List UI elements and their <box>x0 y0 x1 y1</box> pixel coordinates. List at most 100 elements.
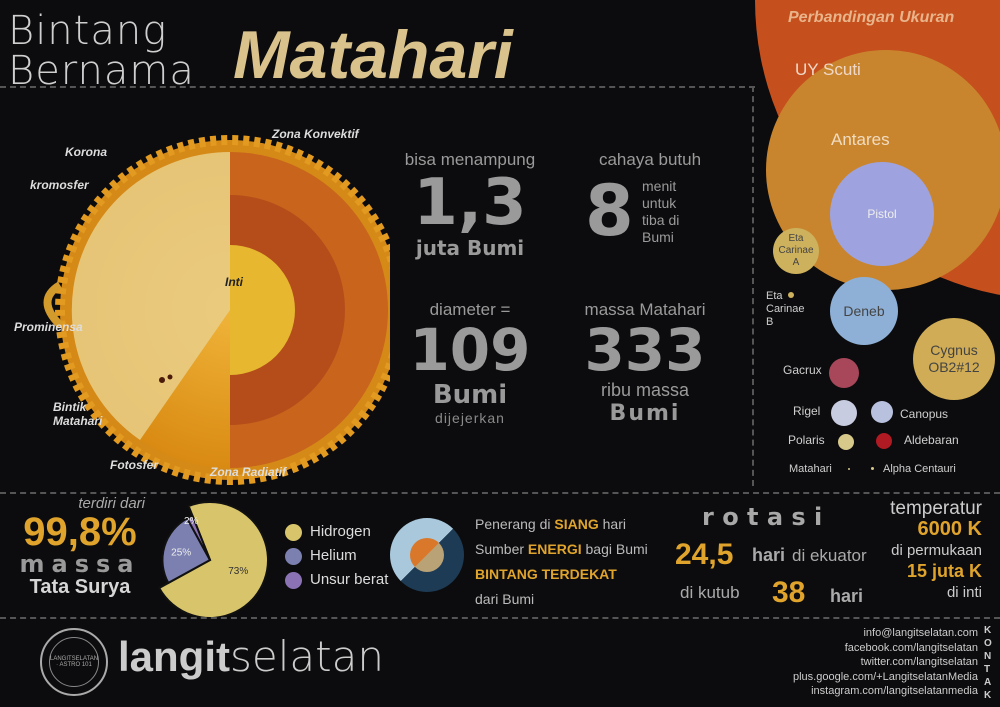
page-title: Bintang Bernama Matahari <box>8 8 608 94</box>
sun-day-night-icon <box>390 518 464 592</box>
label-zona-radiatif: Zona Radiatif <box>210 465 287 479</box>
stat-capacity: bisa menampung 1,3 juta Bumi <box>400 150 540 260</box>
pie-label: 25% <box>171 548 191 559</box>
label-kromosfer: kromosfer <box>30 178 89 192</box>
label-fotosfer: Fotosfer <box>110 458 158 472</box>
star-gacrux <box>829 358 859 388</box>
rotation-title: r o t a s i <box>702 503 823 531</box>
star-uy-scuti-label: UY Scuti <box>795 60 861 79</box>
stat-post: ribu massa <box>600 380 690 400</box>
star-deneb: Deneb <box>830 277 898 345</box>
kontak-label: KONTAK <box>984 625 992 701</box>
title-line1: Bintang <box>8 8 168 54</box>
facts-list: Penerang di SIANG hari Sumber ENERGI bag… <box>475 512 648 612</box>
legend-label: Hidrogen <box>310 523 371 540</box>
star-rigel <box>831 400 857 426</box>
rotation-equator-unit: hari <box>752 545 786 565</box>
sun-diagram: Inti <box>30 135 405 485</box>
label-bintik: Bintik Matahari <box>53 400 103 428</box>
contact-instagram[interactable]: instagram.com/langitselatanmedia <box>811 685 978 697</box>
star-aldebaran <box>876 433 892 449</box>
prominence <box>43 281 63 328</box>
star-eta-carinae-b-label: Eta Carinae B <box>766 290 805 328</box>
label-inti: Inti <box>225 275 243 289</box>
star-cygnus: Cygnus OB2#12 <box>913 318 995 400</box>
stat-post: menit untuk tiba di Bumi <box>642 178 680 245</box>
star-matahari-label: Matahari <box>789 463 832 475</box>
temperature: temperatur 6000 K di permukaan 15 juta K… <box>890 498 982 601</box>
divider <box>0 492 1000 494</box>
star-canopus-label: Canopus <box>900 407 949 421</box>
contact-twitter[interactable]: twitter.com/langitselatan <box>860 656 978 668</box>
stat-unit: Bumi <box>432 380 508 410</box>
rotation-pole-value: 38 <box>772 576 806 609</box>
divider <box>752 86 754 486</box>
stat-pre: diameter = <box>429 300 511 319</box>
star-canopus <box>871 401 893 423</box>
legend-item: Unsur berat <box>285 568 388 592</box>
stat-value: 109 <box>409 316 531 384</box>
stat-value: 333 <box>584 316 706 384</box>
composition-value: 99,8% <box>23 510 137 554</box>
size-comparison: Pistol Perbandingan Ukuran UY Scuti Anta… <box>753 0 1000 490</box>
divider <box>0 617 1000 619</box>
composition: terdiri dari 99,8% massa Tata Surya <box>15 495 145 599</box>
composition-post: Tata Surya <box>29 576 131 598</box>
star-polaris-label: Polaris <box>788 433 825 447</box>
label-zona-konvektif: Zona Konvektif <box>272 127 359 141</box>
label-prominensa: Prominensa <box>14 320 83 334</box>
legend-swatch <box>285 547 302 565</box>
legend-item: Helium <box>285 544 388 568</box>
stat-value: 8 <box>585 170 634 252</box>
star-pistol: Pistol <box>830 162 934 266</box>
star-matahari <box>848 468 850 470</box>
star-eta-carinae-a: Eta Carinae A <box>773 228 819 274</box>
star-polaris <box>838 434 854 450</box>
stat-pre: massa Matahari <box>584 300 706 319</box>
legend-label: Helium <box>310 547 357 564</box>
title-highlight: Matahari <box>233 17 513 93</box>
size-comparison-title: Perbandingan Ukuran <box>788 9 955 26</box>
pie-slice-helium <box>161 516 212 585</box>
legend-label: Unsur berat <box>310 571 389 588</box>
stat-pre: cahaya butuh <box>598 150 702 169</box>
pie-slice-hidrogen <box>157 501 269 619</box>
composition-pie-chart: 73% 25% 2% <box>157 501 269 619</box>
stat-post: dijejerkan <box>435 410 505 426</box>
stat-unit: Bumi <box>609 401 681 426</box>
composition-pre: terdiri dari <box>78 495 145 512</box>
core <box>230 245 295 375</box>
pie-label: 2% <box>184 516 199 527</box>
pie-label: 73% <box>228 566 248 577</box>
stat-diameter: diameter = 109 Bumi dijejerkan <box>400 300 540 426</box>
stat-mass: massa Matahari 333 ribu massa Bumi <box>570 300 720 426</box>
outer-layer <box>71 151 230 440</box>
stat-light: cahaya butuh 8 menit untuk tiba di Bumi <box>570 150 730 252</box>
legend-item: Hidrogen <box>285 520 388 544</box>
fact-3: BINTANG TERDEKAT <box>475 566 617 582</box>
label-korona: Korona <box>65 145 107 159</box>
star-antares-label: Antares <box>831 130 890 149</box>
pie-legend: Hidrogen Helium Unsur berat <box>285 520 388 592</box>
langitselatan-logo: LANGITSELATAN · ASTRO 101 <box>40 628 108 696</box>
stat-value: 1,3 <box>413 166 527 240</box>
legend-swatch <box>285 571 302 589</box>
rotation-pole-text: di kutub <box>680 583 740 602</box>
contact-email[interactable]: info@langitselatan.com <box>863 627 978 639</box>
pie-slice-unsur-berat <box>185 514 211 561</box>
divider <box>0 86 755 88</box>
legend-swatch <box>285 523 302 541</box>
fact-1: Penerang di SIANG hari <box>475 516 626 532</box>
star-aldebaran-label: Aldebaran <box>904 433 959 447</box>
stat-pre: bisa menampung <box>404 150 536 169</box>
star-alpha-centauri <box>871 467 874 470</box>
contact-facebook[interactable]: facebook.com/langitselatan <box>844 641 978 654</box>
contact-google-plus[interactable]: plus.google.com/+LangitselatanMedia <box>793 670 978 683</box>
rotation-pole-unit: hari <box>830 586 864 606</box>
star-alpha-centauri-label: Alpha Centauri <box>883 463 956 475</box>
rotation-equator-value: 24,5 <box>675 538 734 571</box>
star-gacrux-label: Gacrux <box>783 363 822 377</box>
contact-list: info@langitselatan.com facebook.com/lang… <box>740 626 978 699</box>
sun-cutaway-illustration <box>43 135 405 485</box>
composition-mid: massa <box>19 550 141 578</box>
